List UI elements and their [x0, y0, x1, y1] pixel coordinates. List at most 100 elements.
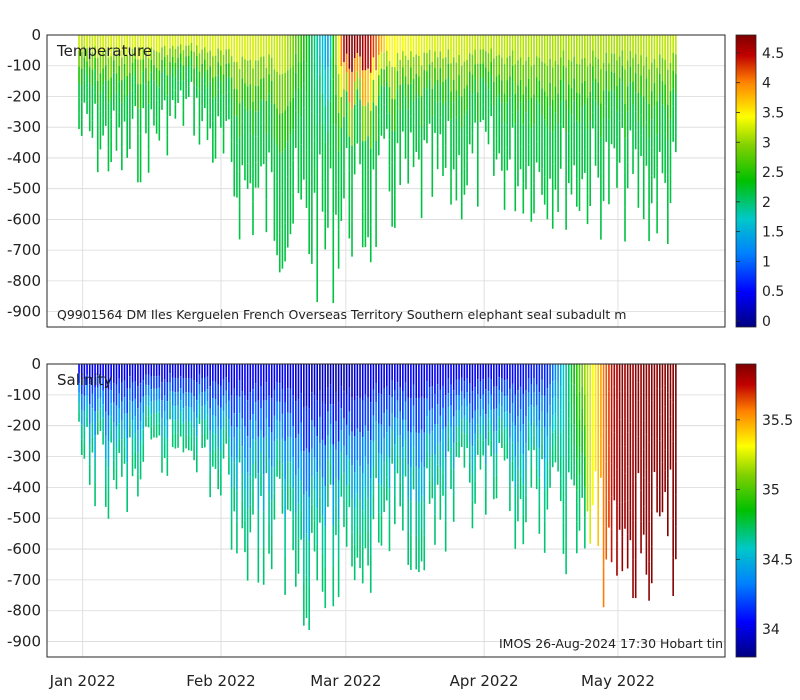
profile-cell — [458, 115, 460, 136]
profile-cell — [316, 79, 319, 125]
profile-cell — [115, 73, 118, 93]
profile-cell — [650, 364, 653, 401]
profile-cell — [589, 35, 591, 64]
profile-cell — [474, 49, 476, 65]
profile-cell — [238, 429, 241, 447]
profile-cell — [626, 111, 629, 138]
profile-cell — [576, 35, 578, 64]
profile-cell — [104, 80, 107, 96]
profile-cell — [83, 68, 86, 81]
profile-cell — [565, 364, 567, 400]
profile-cell — [367, 35, 369, 69]
profile-cell — [535, 120, 538, 142]
profile-cell — [527, 56, 530, 79]
profile-cell — [78, 35, 80, 51]
profile-cell — [594, 399, 597, 418]
profile-cell — [439, 101, 442, 118]
profile-cell — [586, 98, 589, 130]
profile-cell — [305, 533, 308, 576]
profile-cell — [634, 364, 637, 404]
profile-cell — [212, 77, 214, 99]
profile-cell — [530, 190, 533, 222]
profile-cell — [233, 364, 236, 389]
profile-cell — [225, 63, 228, 78]
profile-cell — [145, 35, 147, 52]
profile-cell — [509, 437, 511, 463]
profile-cell — [311, 476, 313, 505]
profile-cell — [669, 63, 672, 92]
profile-cell — [260, 144, 262, 167]
profile-cell — [367, 431, 369, 465]
profile-cell — [551, 381, 554, 399]
profile-cell — [514, 93, 517, 124]
profile-cell — [273, 364, 276, 390]
profile-cell — [308, 108, 310, 145]
profile-cell — [123, 397, 126, 414]
date-x-axis: Jan 2022 Feb 2022 Mar 2022 Apr 2022 May 2022 — [49, 672, 655, 690]
profile-cell — [324, 70, 327, 107]
profile-cell — [407, 35, 410, 60]
profile-cell — [562, 97, 565, 113]
profile-cell — [139, 59, 142, 85]
profile-cell — [562, 81, 565, 98]
profile-cell — [353, 35, 356, 59]
profile-cell — [158, 387, 161, 400]
profile-cell — [463, 450, 466, 468]
profile-cell — [592, 387, 594, 412]
profile-cell — [667, 392, 669, 422]
profile-cell — [637, 179, 640, 208]
profile-cell — [415, 432, 418, 467]
profile-cell — [474, 410, 476, 434]
profile-cell — [150, 401, 153, 415]
profile-cell — [549, 106, 551, 131]
profile-cell — [404, 401, 407, 421]
profile-cell — [554, 163, 557, 190]
profile-cell — [113, 422, 115, 442]
profile-cell — [476, 394, 479, 410]
profile-cell — [345, 129, 348, 148]
profile-cell — [661, 150, 664, 174]
profile-cell — [257, 136, 260, 163]
profile-cell — [626, 35, 629, 61]
profile-cell — [115, 447, 118, 469]
profile-cell — [102, 118, 104, 136]
profile-cell — [474, 93, 476, 109]
profile-cell — [238, 205, 241, 240]
profile-cell — [554, 35, 557, 61]
profile-cell — [222, 35, 225, 55]
profile-cell — [139, 460, 142, 480]
profile-cell — [335, 64, 337, 95]
profile-cell — [519, 476, 522, 500]
profile-cell — [327, 411, 329, 436]
profile-cell — [147, 416, 150, 428]
profile-cell — [468, 423, 471, 444]
profile-cell — [86, 74, 88, 88]
profile-cell — [241, 121, 244, 144]
profile-cell — [217, 384, 219, 406]
profile-cell — [669, 91, 672, 120]
profile-cell — [134, 70, 137, 83]
profile-cell — [386, 50, 388, 67]
profile-cell — [640, 135, 642, 157]
profile-cell — [640, 458, 642, 491]
profile-cell — [434, 35, 436, 52]
profile-cell — [270, 80, 273, 104]
profile-cell — [91, 35, 94, 53]
profile-cell — [254, 440, 257, 460]
profile-cell — [142, 35, 145, 48]
profile-cell — [142, 47, 145, 60]
profile-cell — [110, 77, 112, 99]
profile-cell — [230, 364, 233, 395]
profile-cell — [169, 48, 171, 63]
profile-cell — [193, 412, 195, 429]
profile-cell — [220, 451, 222, 474]
profile-cell — [372, 364, 375, 390]
profile-cell — [434, 364, 436, 395]
profile-cell — [145, 84, 147, 101]
profile-cell — [447, 77, 450, 93]
profile-cell — [551, 415, 554, 433]
profile-cell — [559, 79, 562, 102]
profile-cell — [145, 405, 147, 417]
profile-cell — [233, 413, 236, 438]
profile-cell — [113, 364, 115, 384]
